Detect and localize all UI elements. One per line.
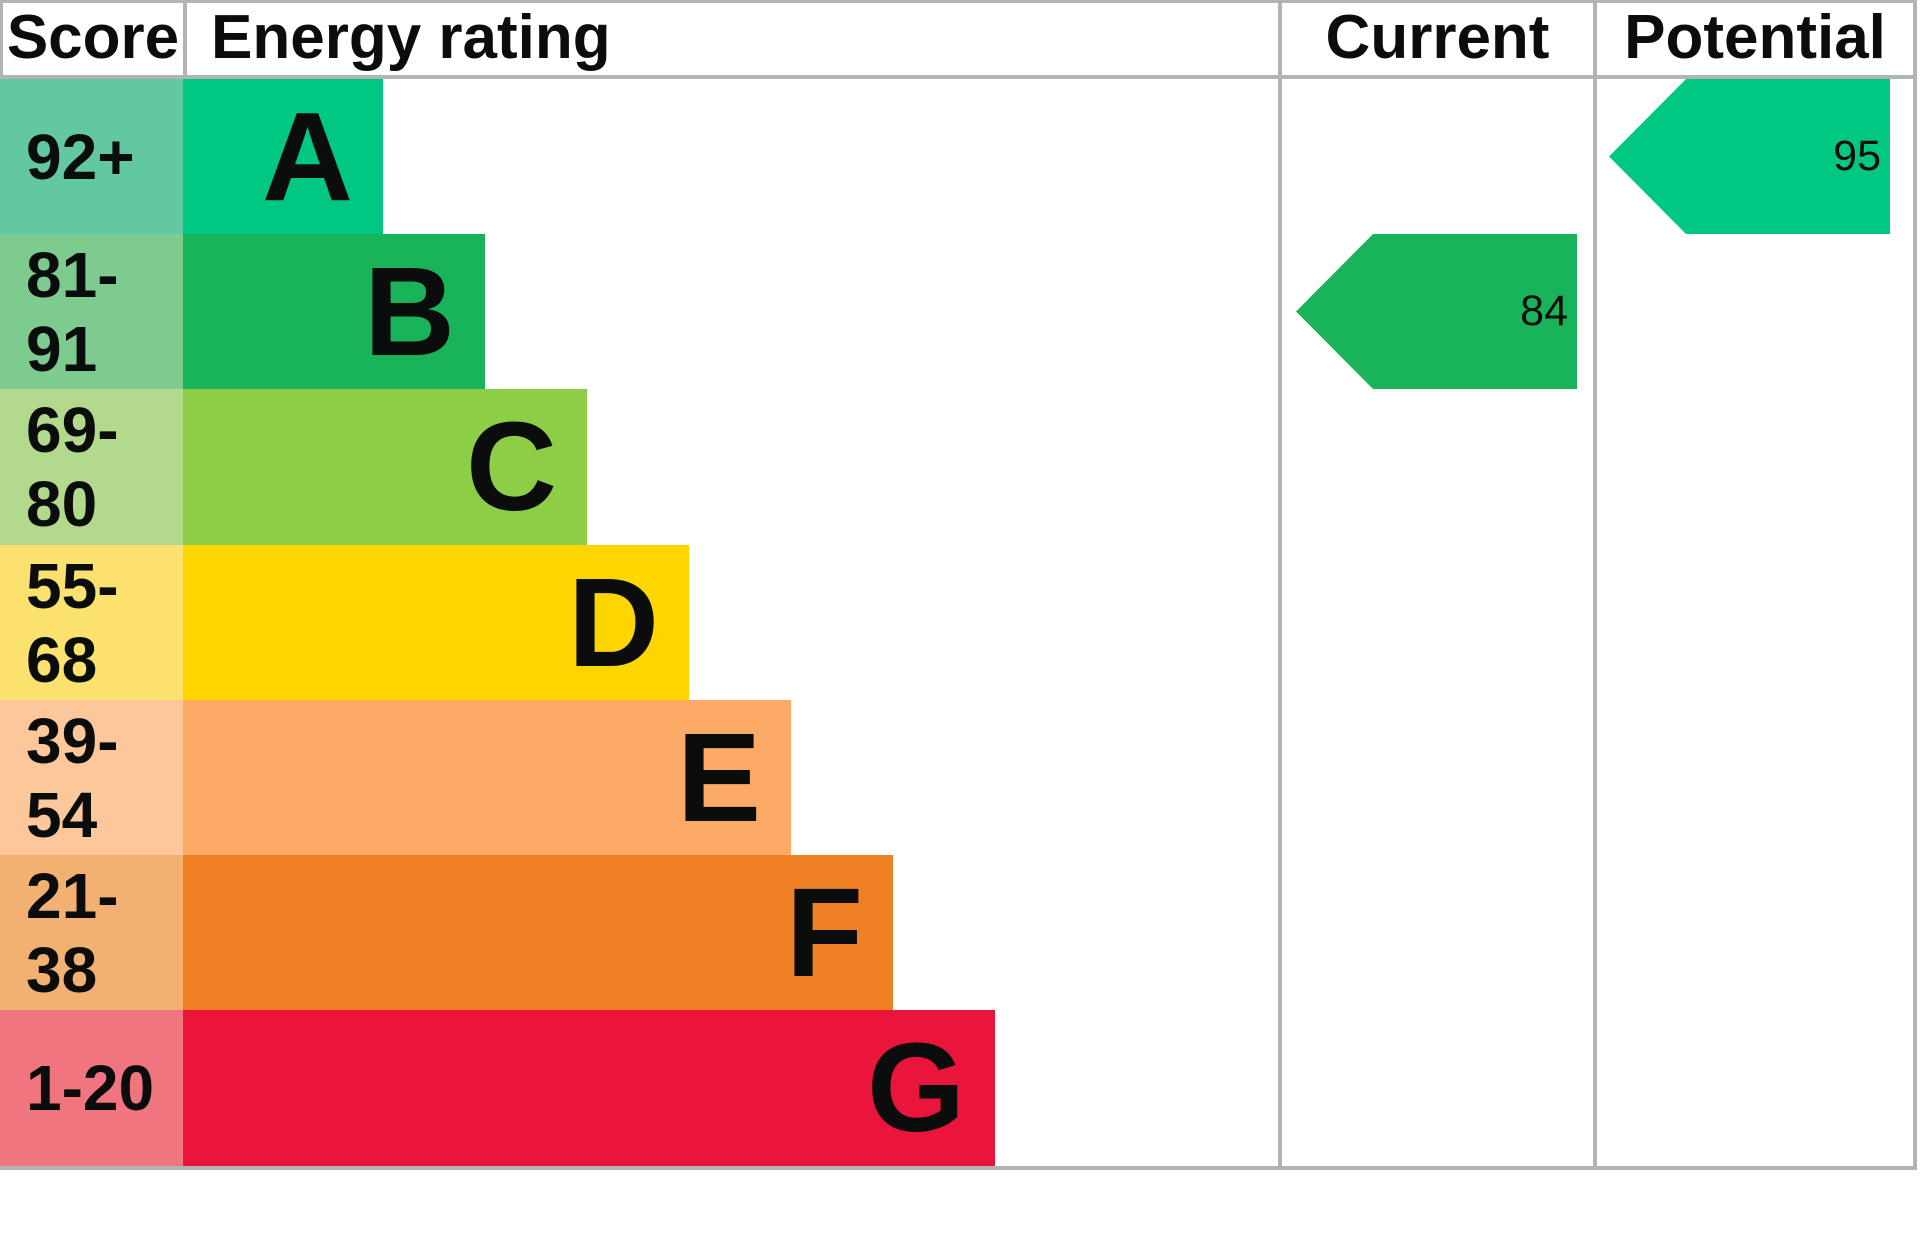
score-range-label: 21-38 xyxy=(26,859,119,1006)
score-range-cell: 81-91 xyxy=(0,234,183,389)
score-range-label: 92+ xyxy=(26,120,135,193)
score-range-label: 69-80 xyxy=(26,394,119,540)
current-potential-divider xyxy=(1593,0,1597,1166)
potential-rating-value: 95 xyxy=(1833,132,1881,180)
energy-rating-column-header: Energy rating xyxy=(187,0,1278,75)
score-range-label: 39-54 xyxy=(26,704,119,851)
band-row-c: 69-80 C xyxy=(0,389,1920,545)
rating-bar-a: A xyxy=(183,79,383,234)
band-letter: C xyxy=(466,396,557,537)
score-range-cell: 39-54 xyxy=(0,700,183,855)
band-row-g: 1-20 G xyxy=(0,1010,1920,1166)
band-row-b: 81-91 B xyxy=(0,234,1920,389)
table-border-right xyxy=(1913,0,1917,1166)
current-rating-value: 84 xyxy=(1520,287,1568,335)
rating-current-divider xyxy=(1278,0,1282,1166)
score-column-header: Score xyxy=(3,0,183,75)
band-letter: D xyxy=(568,551,659,693)
band-letter: B xyxy=(364,240,455,382)
table-border-bottom xyxy=(0,1166,1917,1170)
rating-bar-b: B xyxy=(183,234,485,389)
score-range-label: 81-91 xyxy=(26,238,119,385)
score-range-cell: 92+ xyxy=(0,79,183,234)
score-range-cell: 69-80 xyxy=(0,389,183,545)
current-column-header: Current xyxy=(1282,0,1593,75)
band-letter: F xyxy=(786,861,863,1003)
header-bottom-border xyxy=(0,75,1917,79)
score-range-label: 55-68 xyxy=(26,549,119,696)
rating-bar-f: F xyxy=(183,855,893,1010)
score-range-label: 1-20 xyxy=(26,1052,155,1124)
band-row-f: 21-38 F xyxy=(0,855,1920,1010)
rating-bar-d: D xyxy=(183,545,689,700)
table-border-top xyxy=(0,0,1917,3)
score-range-cell: 1-20 xyxy=(0,1010,183,1166)
header-border-left xyxy=(0,0,3,79)
band-row-d: 55-68 D xyxy=(0,545,1920,700)
potential-column-header: Potential xyxy=(1597,0,1913,75)
band-letter: E xyxy=(676,706,761,848)
band-row-e: 39-54 E xyxy=(0,700,1920,855)
score-rating-divider xyxy=(183,0,187,75)
rating-bar-g: G xyxy=(183,1010,995,1166)
rating-bar-c: C xyxy=(183,389,587,545)
rating-bar-e: E xyxy=(183,700,791,855)
score-range-cell: 21-38 xyxy=(0,855,183,1010)
band-row-a: 92+ A xyxy=(0,79,1920,234)
band-letter: G xyxy=(866,1017,965,1158)
band-letter: A xyxy=(262,85,353,227)
score-range-cell: 55-68 xyxy=(0,545,183,700)
